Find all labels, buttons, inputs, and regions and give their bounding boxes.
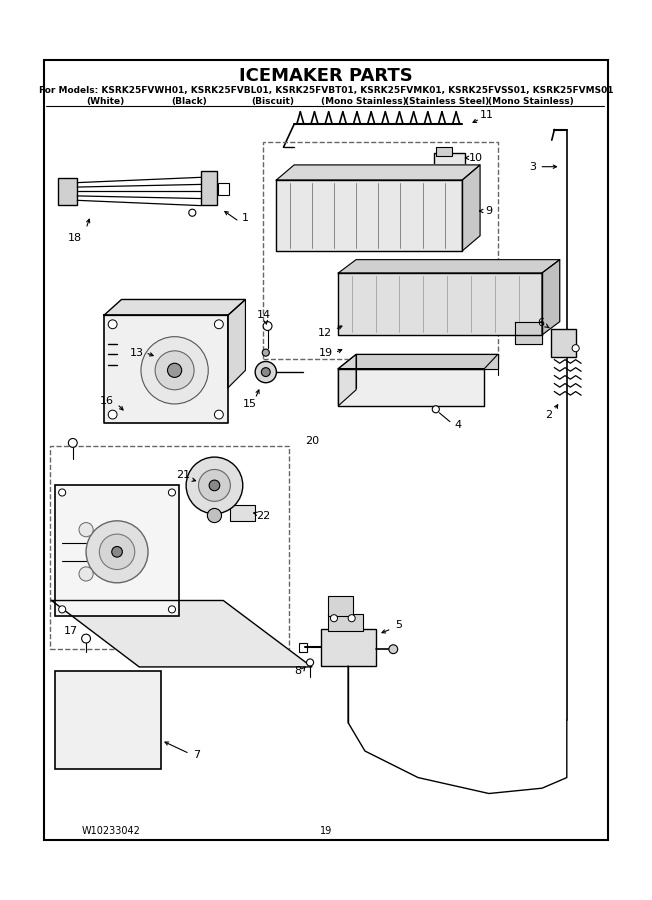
Circle shape bbox=[348, 615, 355, 622]
Circle shape bbox=[82, 634, 91, 643]
Circle shape bbox=[209, 480, 220, 491]
Text: 6: 6 bbox=[537, 318, 544, 328]
Text: 16: 16 bbox=[100, 396, 113, 406]
Text: 19: 19 bbox=[319, 347, 333, 357]
Circle shape bbox=[572, 345, 579, 352]
Circle shape bbox=[79, 523, 93, 536]
Circle shape bbox=[168, 606, 175, 613]
Polygon shape bbox=[104, 315, 228, 423]
Bar bbox=[551, 328, 576, 357]
Text: 19: 19 bbox=[320, 825, 332, 836]
Text: (White): (White) bbox=[86, 96, 125, 105]
Bar bbox=[50, 446, 289, 649]
Text: 7: 7 bbox=[193, 751, 200, 760]
Circle shape bbox=[59, 489, 66, 496]
Circle shape bbox=[99, 534, 135, 570]
Polygon shape bbox=[356, 355, 497, 368]
Circle shape bbox=[79, 567, 93, 581]
Bar bbox=[299, 643, 307, 652]
Text: 3: 3 bbox=[529, 162, 536, 172]
Polygon shape bbox=[462, 165, 480, 251]
Text: 21: 21 bbox=[177, 470, 190, 480]
Circle shape bbox=[141, 337, 208, 404]
Polygon shape bbox=[338, 355, 356, 406]
Bar bbox=[328, 596, 353, 616]
Text: 13: 13 bbox=[130, 347, 143, 357]
Circle shape bbox=[255, 362, 276, 382]
Text: 9: 9 bbox=[485, 206, 492, 216]
Circle shape bbox=[306, 659, 314, 666]
Text: 5: 5 bbox=[395, 620, 402, 630]
Bar bbox=[55, 485, 179, 616]
Circle shape bbox=[215, 410, 223, 419]
Circle shape bbox=[263, 321, 272, 330]
Polygon shape bbox=[516, 321, 542, 344]
Text: 2: 2 bbox=[546, 410, 553, 419]
Text: (Mono Stainless): (Mono Stainless) bbox=[488, 96, 574, 105]
Text: 8: 8 bbox=[294, 666, 301, 676]
Circle shape bbox=[189, 209, 196, 216]
Circle shape bbox=[207, 508, 222, 523]
Circle shape bbox=[262, 349, 269, 356]
Circle shape bbox=[111, 546, 123, 557]
Text: W10233042: W10233042 bbox=[82, 825, 141, 836]
Text: 10: 10 bbox=[469, 153, 482, 163]
Polygon shape bbox=[52, 600, 312, 667]
Bar bbox=[328, 614, 363, 632]
Text: 1: 1 bbox=[242, 213, 249, 223]
Text: (Black): (Black) bbox=[171, 96, 207, 105]
Polygon shape bbox=[338, 355, 497, 368]
Circle shape bbox=[68, 438, 77, 447]
Circle shape bbox=[198, 470, 230, 501]
Circle shape bbox=[108, 410, 117, 419]
Text: 22: 22 bbox=[256, 510, 271, 520]
Text: (Mono Stainless): (Mono Stainless) bbox=[321, 96, 406, 105]
Bar bbox=[321, 629, 376, 666]
Circle shape bbox=[261, 368, 270, 376]
Text: 12: 12 bbox=[318, 328, 332, 338]
Text: 15: 15 bbox=[243, 399, 257, 409]
Text: (Stainless Steel): (Stainless Steel) bbox=[405, 96, 490, 105]
Polygon shape bbox=[542, 260, 559, 335]
Text: 18: 18 bbox=[68, 232, 82, 242]
Text: 14: 14 bbox=[257, 310, 271, 320]
Text: (Biscuit): (Biscuit) bbox=[252, 96, 295, 105]
Circle shape bbox=[155, 351, 194, 390]
Bar bbox=[230, 505, 255, 521]
Bar bbox=[201, 171, 217, 205]
Text: 20: 20 bbox=[304, 436, 319, 446]
Circle shape bbox=[168, 364, 182, 377]
Circle shape bbox=[59, 606, 66, 613]
Polygon shape bbox=[276, 180, 462, 251]
Text: For Models: KSRK25FVWH01, KSRK25FVBL01, KSRK25FVBT01, KSRK25FVMK01, KSRK25FVSS01: For Models: KSRK25FVWH01, KSRK25FVBL01, … bbox=[38, 86, 614, 95]
Bar bbox=[434, 153, 465, 178]
Circle shape bbox=[168, 489, 175, 496]
Text: 17: 17 bbox=[64, 626, 78, 636]
Text: 11: 11 bbox=[480, 111, 494, 121]
Polygon shape bbox=[276, 165, 480, 180]
Circle shape bbox=[186, 457, 243, 514]
Circle shape bbox=[432, 406, 439, 413]
Circle shape bbox=[331, 615, 338, 622]
Text: 4: 4 bbox=[454, 420, 462, 430]
Polygon shape bbox=[338, 260, 559, 273]
Circle shape bbox=[108, 320, 117, 328]
Bar bbox=[263, 142, 497, 359]
Bar bbox=[58, 178, 77, 205]
Text: ICEMAKER PARTS: ICEMAKER PARTS bbox=[239, 68, 413, 86]
Bar bbox=[436, 148, 452, 156]
Polygon shape bbox=[228, 300, 245, 388]
Polygon shape bbox=[338, 273, 542, 335]
Circle shape bbox=[389, 644, 398, 653]
Bar bbox=[55, 671, 161, 769]
Polygon shape bbox=[338, 368, 484, 406]
Polygon shape bbox=[104, 300, 245, 315]
Bar bbox=[218, 183, 229, 195]
Circle shape bbox=[86, 521, 148, 583]
Circle shape bbox=[215, 320, 223, 328]
